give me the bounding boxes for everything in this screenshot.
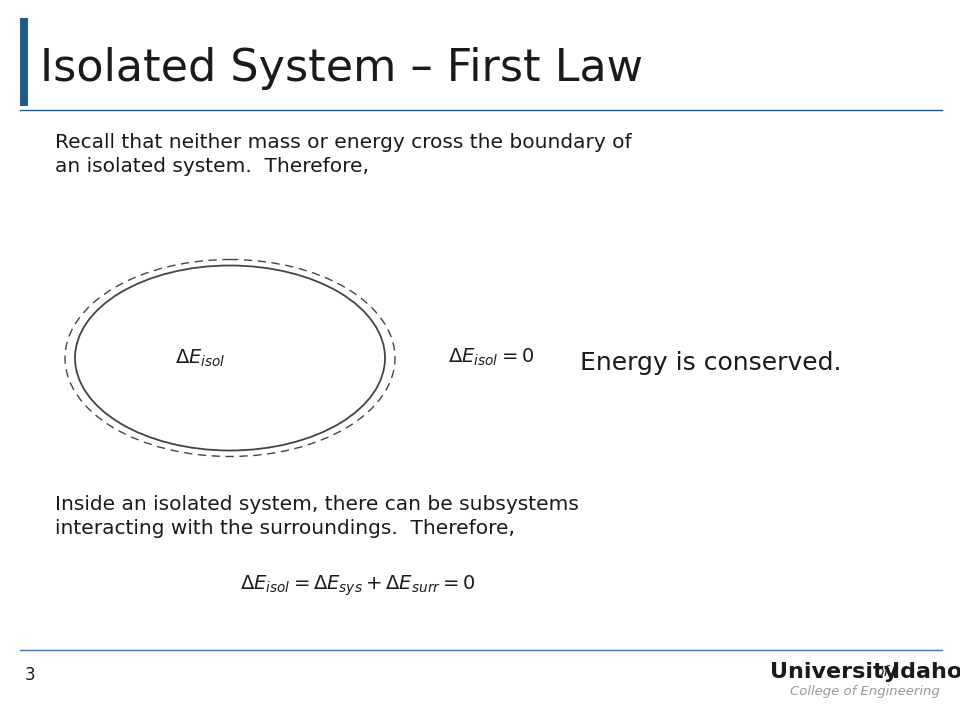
Text: interacting with the surroundings.  Therefore,: interacting with the surroundings. There… xyxy=(55,519,515,538)
Text: College of Engineering: College of Engineering xyxy=(790,685,940,698)
Text: University: University xyxy=(770,662,899,682)
FancyBboxPatch shape xyxy=(20,18,28,106)
Text: Idaho: Idaho xyxy=(892,662,960,682)
Text: Isolated System – First Law: Isolated System – First Law xyxy=(40,47,643,89)
Text: of: of xyxy=(875,665,888,679)
Text: 3: 3 xyxy=(25,666,36,684)
Text: Inside an isolated system, there can be subsystems: Inside an isolated system, there can be … xyxy=(55,495,579,514)
Text: an isolated system.  Therefore,: an isolated system. Therefore, xyxy=(55,157,369,176)
Text: Energy is conserved.: Energy is conserved. xyxy=(580,351,842,375)
Text: $\Delta E_{isol}$: $\Delta E_{isol}$ xyxy=(175,348,226,369)
Text: $\Delta E_{isol} = 0$: $\Delta E_{isol} = 0$ xyxy=(448,347,534,369)
Text: Recall that neither mass or energy cross the boundary of: Recall that neither mass or energy cross… xyxy=(55,133,632,152)
Text: $\Delta E_{isol} = \Delta E_{sys} + \Delta E_{surr} = 0$: $\Delta E_{isol} = \Delta E_{sys} + \Del… xyxy=(240,574,476,598)
